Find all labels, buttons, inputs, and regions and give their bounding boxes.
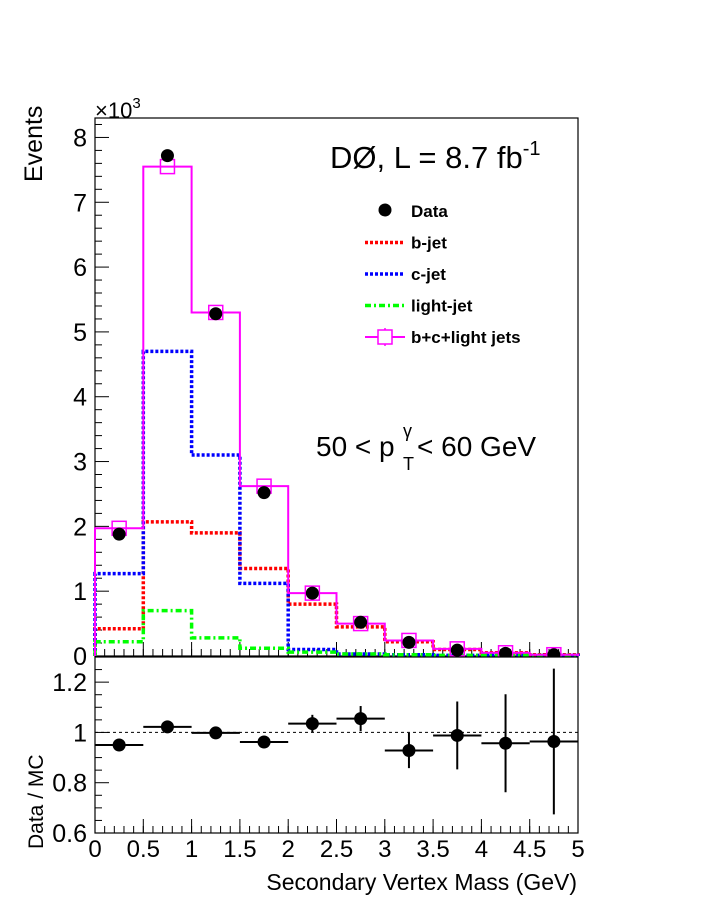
legend-label: Data [411, 202, 448, 221]
x-tick-label: 5 [571, 836, 584, 863]
mc-total-marker [304, 585, 321, 601]
x-tick-label: 3 [378, 836, 391, 863]
y-tick-label: 2 [73, 513, 87, 541]
data-point [257, 486, 271, 500]
series-light-jet [93, 608, 580, 658]
x-tick-label: 2 [282, 836, 295, 863]
ratio-point [257, 735, 271, 749]
x-axis-label: Secondary Vertex Mass (GeV) [266, 869, 577, 895]
legend-label: light-jet [411, 297, 473, 316]
lower-y-axis-label: Data / MC [25, 754, 48, 849]
upper-plot-frame [94, 117, 579, 657]
data-point [354, 615, 368, 629]
upper-y-ticks: 0 1 2 3 4 5 6 7 8 [73, 123, 109, 671]
ratio-y-tick-label: 0.8 [52, 770, 87, 798]
ratio-point [112, 738, 126, 752]
data-point [160, 149, 174, 163]
legend-marker-total [377, 329, 393, 345]
ratio-y-tick-label: 0.6 [52, 820, 87, 848]
svg-text:T: T [403, 454, 414, 474]
ratio-point [209, 726, 223, 740]
lower-plot-frame [94, 656, 579, 834]
lower-x-ticks: 0 0.5 1 1.5 2 2.5 3 3.5 4 4.5 5 [88, 819, 585, 863]
svg-text:< 60 GeV: < 60 GeV [417, 431, 536, 462]
x-tick-label: 3.5 [416, 836, 449, 863]
data-point [402, 635, 416, 649]
ratio-point [402, 744, 416, 758]
x-tick-label: 0.5 [127, 836, 160, 863]
y-tick-label: 0 [73, 643, 87, 671]
ratio-point [547, 734, 561, 748]
y-tick-label: 6 [73, 254, 87, 282]
x-tick-label: 2.5 [320, 836, 353, 863]
legend-label: b+c+light jets [411, 328, 521, 347]
y-tick-label: 3 [73, 449, 87, 477]
data-point [450, 643, 464, 657]
legend-label: c-jet [411, 265, 446, 284]
lower-panel: 0.6 0.8 1 1.2 0 0.5 1 1.5 2 2.5 3 3.5 4 4.5 5 Data / … [25, 656, 585, 895]
ratio-y-tick-label: 1 [73, 719, 87, 747]
y-tick-label: 5 [73, 319, 87, 347]
x-tick-label: 1 [185, 836, 198, 863]
x-tick-label: 1.5 [223, 836, 256, 863]
y-tick-label: 1 [73, 578, 87, 606]
y-multiplier: ×103 [95, 95, 141, 123]
ratio-point [305, 717, 319, 731]
ratio-point [354, 712, 368, 726]
ratio-y-tick-label: 1.2 [52, 669, 87, 697]
experiment-label: DØ, L = 8.7 fb-1 [330, 138, 541, 175]
data-point [112, 527, 126, 541]
svg-text:γ: γ [403, 421, 412, 441]
ratio-points [95, 668, 578, 815]
legend-label: b-jet [411, 234, 447, 253]
y-tick-label: 7 [73, 189, 87, 217]
y-tick-label: 8 [73, 124, 87, 152]
ratio-point [160, 720, 174, 734]
upper-y-axis-label: Events [20, 106, 48, 182]
pt-range-label: 50 < p γ T < 60 GeV [316, 421, 536, 474]
data-point [305, 586, 319, 600]
x-tick-label: 4 [475, 836, 488, 863]
data-point [209, 307, 223, 321]
x-tick-label: 4.5 [513, 836, 546, 863]
ratio-point [499, 736, 513, 750]
ratio-point [450, 728, 464, 742]
legend: Data b-jet c-jet light-jet b+c+light jets [365, 202, 521, 347]
y-tick-label: 4 [73, 384, 87, 412]
x-tick-label: 0 [88, 836, 101, 863]
upper-panel: 0 1 2 3 4 5 6 7 8 Events ×103 DØ, L = 8.7 fb-1 5… [20, 95, 580, 671]
lower-y-ticks: 0.6 0.8 1 1.2 [52, 669, 109, 848]
legend-marker-data [378, 203, 392, 217]
svg-text:50 < p: 50 < p [316, 431, 395, 462]
upper-series [93, 149, 580, 663]
series-c-jet [93, 349, 580, 658]
